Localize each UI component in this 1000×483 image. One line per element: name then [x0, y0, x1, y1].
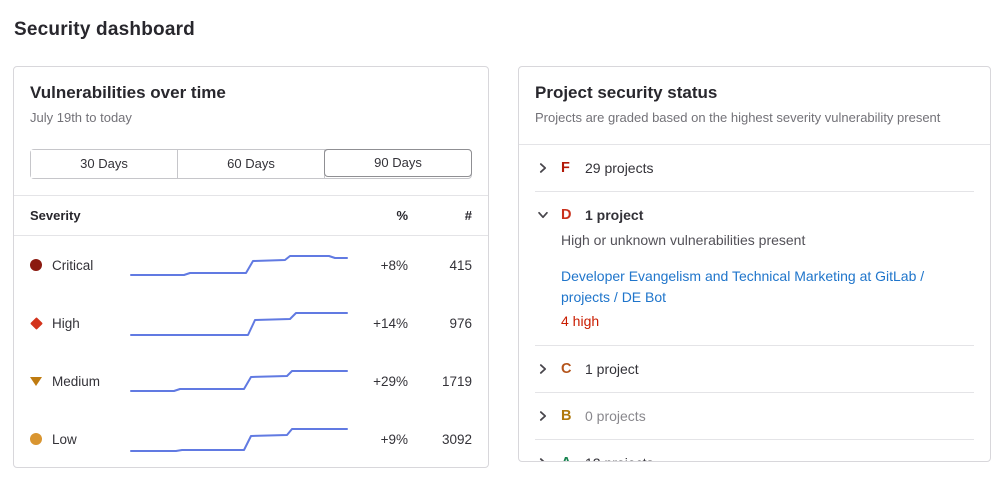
vulnerabilities-panel: Vulnerabilities over time July 19th to t…: [13, 66, 489, 468]
grade-row-d[interactable]: D 1 project: [535, 192, 974, 238]
grade-block-c: C 1 project: [535, 346, 974, 393]
project-link[interactable]: Developer Evangelism and Technical Marke…: [561, 268, 925, 305]
severity-table-header: Severity % #: [14, 195, 488, 236]
grade-block-b: B 0 projects: [535, 393, 974, 440]
vulnerabilities-panel-title: Vulnerabilities over time: [30, 83, 226, 102]
grade-block-a: A 12 projects: [535, 440, 974, 461]
severity-row-medium: Medium +29% 1719: [14, 352, 488, 410]
range-button-60-days[interactable]: 60 Days: [178, 150, 325, 178]
count-column-header: #: [464, 208, 472, 223]
security-status-title: Project security status: [535, 83, 718, 102]
percent-change: +29%: [373, 373, 408, 389]
grade-letter: F: [561, 160, 570, 176]
sparkline-chart-high: [130, 304, 348, 342]
percent-change: +14%: [373, 315, 408, 331]
chevron-down-icon: [535, 207, 551, 223]
sparkline-chart-medium: [130, 362, 348, 400]
percent-column-header: %: [396, 208, 408, 223]
grade-row-c[interactable]: C 1 project: [535, 346, 974, 392]
grade-count: 0 projects: [585, 408, 646, 424]
grade-count: 29 projects: [585, 160, 654, 176]
vulnerability-count: 976: [449, 315, 472, 331]
page-title: Security dashboard: [14, 19, 195, 40]
severity-row-low: Low +9% 3092: [14, 410, 488, 468]
grade-block-d: D 1 project High or unknown vulnerabilit…: [535, 192, 974, 346]
grade-letter: B: [561, 408, 572, 424]
chevron-right-icon: [535, 361, 551, 377]
security-status-panel: Project security status Projects are gra…: [518, 66, 991, 462]
sparkline-chart-low: [130, 420, 348, 458]
vulnerability-count: 415: [449, 257, 472, 273]
severity-label: High: [52, 315, 80, 331]
grade-d-details: High or unknown vulnerabilities present …: [561, 232, 974, 329]
grade-letter: C: [561, 361, 572, 377]
range-button-group: 30 Days 60 Days 90 Days: [30, 149, 472, 179]
severity-critical-icon: [30, 259, 42, 271]
vulnerability-count: 1719: [441, 373, 472, 389]
security-status-header: Project security status Projects are gra…: [519, 67, 990, 145]
security-status-subtitle: Projects are graded based on the highest…: [535, 110, 941, 125]
severity-row-critical: Critical +8% 415: [14, 236, 488, 294]
sparkline-chart-critical: [130, 246, 348, 284]
range-button-90-days[interactable]: 90 Days: [324, 149, 472, 177]
grade-description: High or unknown vulnerabilities present: [561, 232, 806, 248]
severity-label: Medium: [52, 373, 101, 389]
percent-change: +9%: [380, 431, 408, 447]
grade-count: 1 project: [585, 207, 644, 223]
chevron-right-icon: [535, 408, 551, 424]
grade-row-b[interactable]: B 0 projects: [535, 393, 974, 439]
date-range-subtitle: July 19th to today: [30, 110, 132, 125]
vulnerabilities-panel-header: Vulnerabilities over time July 19th to t…: [14, 67, 488, 125]
chevron-right-icon: [535, 160, 551, 176]
grade-row-a[interactable]: A 12 projects: [535, 440, 974, 461]
grade-count: 12 projects: [585, 455, 653, 461]
severity-label: Low: [52, 431, 77, 447]
range-button-30-days[interactable]: 30 Days: [31, 150, 178, 178]
chevron-right-icon: [535, 455, 551, 461]
vulnerability-count: 3092: [441, 431, 472, 447]
grade-count: 1 project: [585, 361, 639, 377]
grade-letter: A: [561, 455, 577, 461]
grade-letter: D: [561, 207, 572, 223]
grade-block-f: F 29 projects: [535, 145, 974, 192]
percent-change: +8%: [380, 257, 408, 273]
vulnerability-summary: 4 high: [561, 313, 600, 329]
severity-medium-icon: [30, 376, 42, 386]
grade-row-f[interactable]: F 29 projects: [535, 145, 974, 191]
severity-high-icon: [29, 316, 43, 330]
severity-row-high: High +14% 976: [14, 294, 488, 352]
severity-column-header: Severity: [30, 208, 81, 223]
severity-label: Critical: [52, 257, 94, 273]
grade-list: F 29 projects D 1 project High or unknow…: [519, 145, 990, 461]
severity-low-icon: [30, 433, 42, 445]
